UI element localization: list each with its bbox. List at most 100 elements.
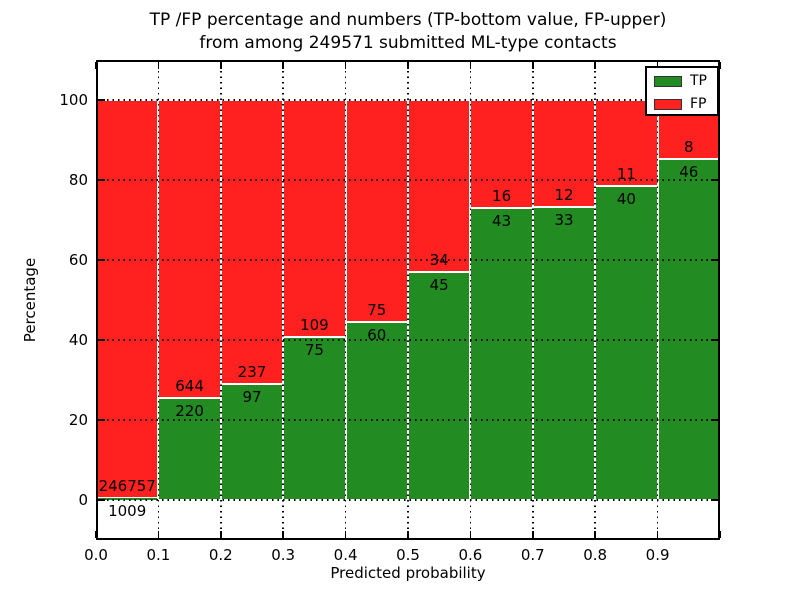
x-tick-label: 0.2 [208,546,233,564]
x-tick-label: 0.9 [645,546,670,564]
bar-segment-fp [158,100,221,399]
x-tick-mark-bottom [344,531,347,538]
bar-label-fp: 109 [300,315,329,334]
x-tick-label: 0.3 [271,546,296,564]
gridline-horizontal [96,259,720,261]
x-tick-label: 0.5 [396,546,420,564]
legend-entry-tp: TP [654,71,717,91]
y-tick-mark-right [711,339,718,341]
y-tick-label: 40 [68,331,88,349]
x-tick-label: 0.7 [520,546,545,564]
gridline-vertical [407,60,409,540]
x-tick-mark-top [220,62,222,69]
gridline-vertical [282,60,284,540]
gridline-horizontal [96,419,720,421]
bar-label-tp: 46 [679,163,699,182]
x-axis-label: Predicted probability [330,564,486,582]
y-tick-mark-left [98,259,105,261]
legend-entry-fp: FP [654,94,717,114]
y-tick-label: 80 [68,171,88,189]
bar-label-tp: 220 [175,402,204,421]
bar-label-fp: 75 [367,301,387,320]
legend: TP FP [645,66,719,116]
x-tick-mark-bottom [656,531,659,538]
bar-label-fp: 8 [684,138,694,157]
y-tick-label: 20 [68,411,88,429]
legend-label-tp: TP [690,73,707,89]
x-tick-mark-bottom [220,531,222,538]
bar-segment-fp [220,100,284,384]
x-tick-mark-top [469,62,472,69]
x-tick-mark-top [282,62,284,69]
x-tick-mark-bottom [469,531,472,538]
bar-label-fp: 16 [492,187,512,206]
bar-label-fp: 12 [554,185,574,204]
x-tick-mark-top [95,62,97,69]
bar-segment-fp [408,100,471,273]
bar-segment-tp [158,398,221,500]
y-tick-mark-right [711,499,718,501]
bar-segment-fp [96,100,159,499]
x-tick-label: 0.6 [458,546,483,564]
tp-color-swatch [654,75,682,87]
x-tick-mark-top [157,62,160,69]
y-tick-mark-left [98,339,105,341]
x-tick-mark-bottom [532,531,534,538]
bar-label-tp: 75 [304,340,324,359]
x-tick-label: 0.1 [146,546,171,564]
bar-segment-tp [345,322,408,500]
x-tick-label: 0.0 [84,546,108,564]
x-tick-mark-bottom [282,531,284,538]
x-tick-mark-bottom [407,531,409,538]
gridline-vertical [532,60,534,540]
bar-label-tp: 97 [242,387,262,406]
x-tick-mark-top [594,62,596,69]
gridline-vertical [469,60,472,540]
gridline-horizontal [96,499,720,501]
bar-segment-tp [657,159,720,500]
bar-segment-fp [283,100,346,337]
bar-segment-tp [532,206,596,500]
y-tick-mark-right [711,179,718,181]
y-tick-label: 0 [78,491,88,509]
gridline-vertical [594,60,596,540]
bar-segment-fp [345,100,408,323]
bar-label-tp: 60 [367,326,387,345]
bar-label-fp: 34 [429,251,449,270]
bar-segment-tp [595,186,658,500]
x-tick-label: 0.4 [333,546,358,564]
x-tick-mark-bottom [594,531,596,538]
gridline-vertical [157,60,160,540]
y-axis-label: Percentage [21,257,39,343]
x-tick-mark-top [656,62,659,69]
gridline-vertical [656,60,659,540]
bar-segment-tp [283,336,346,500]
y-tick-mark-left [98,499,105,501]
x-tick-mark-top [532,62,534,69]
fp-color-swatch [654,98,682,110]
gridline-vertical [344,60,347,540]
bar-segment-tp [470,208,533,500]
x-tick-mark-top [719,62,721,69]
y-tick-label: 60 [68,251,88,269]
gridline-horizontal [96,339,720,341]
bar-label-tp: 45 [429,276,449,295]
x-tick-mark-bottom [95,531,97,538]
y-tick-mark-left [98,419,105,421]
x-tick-mark-bottom [157,531,160,538]
x-tick-mark-top [407,62,409,69]
bar-label-fp: 246757 [98,477,156,496]
x-tick-mark-bottom [719,531,721,538]
chart-title-line1: TP /FP percentage and numbers (TP-bottom… [149,10,667,30]
y-tick-mark-left [98,99,105,101]
bar-label-fp: 237 [237,362,267,381]
chart-title-line2: from among 249571 submitted ML-type cont… [199,33,617,53]
bar-label-fp: 644 [175,377,204,396]
gridline-horizontal [96,99,720,101]
legend-label-fp: FP [690,96,707,112]
gridline-vertical [220,60,222,540]
y-tick-mark-right [711,259,718,261]
bar-label-tp: 1009 [108,502,147,521]
bar-label-tp: 43 [492,212,512,231]
